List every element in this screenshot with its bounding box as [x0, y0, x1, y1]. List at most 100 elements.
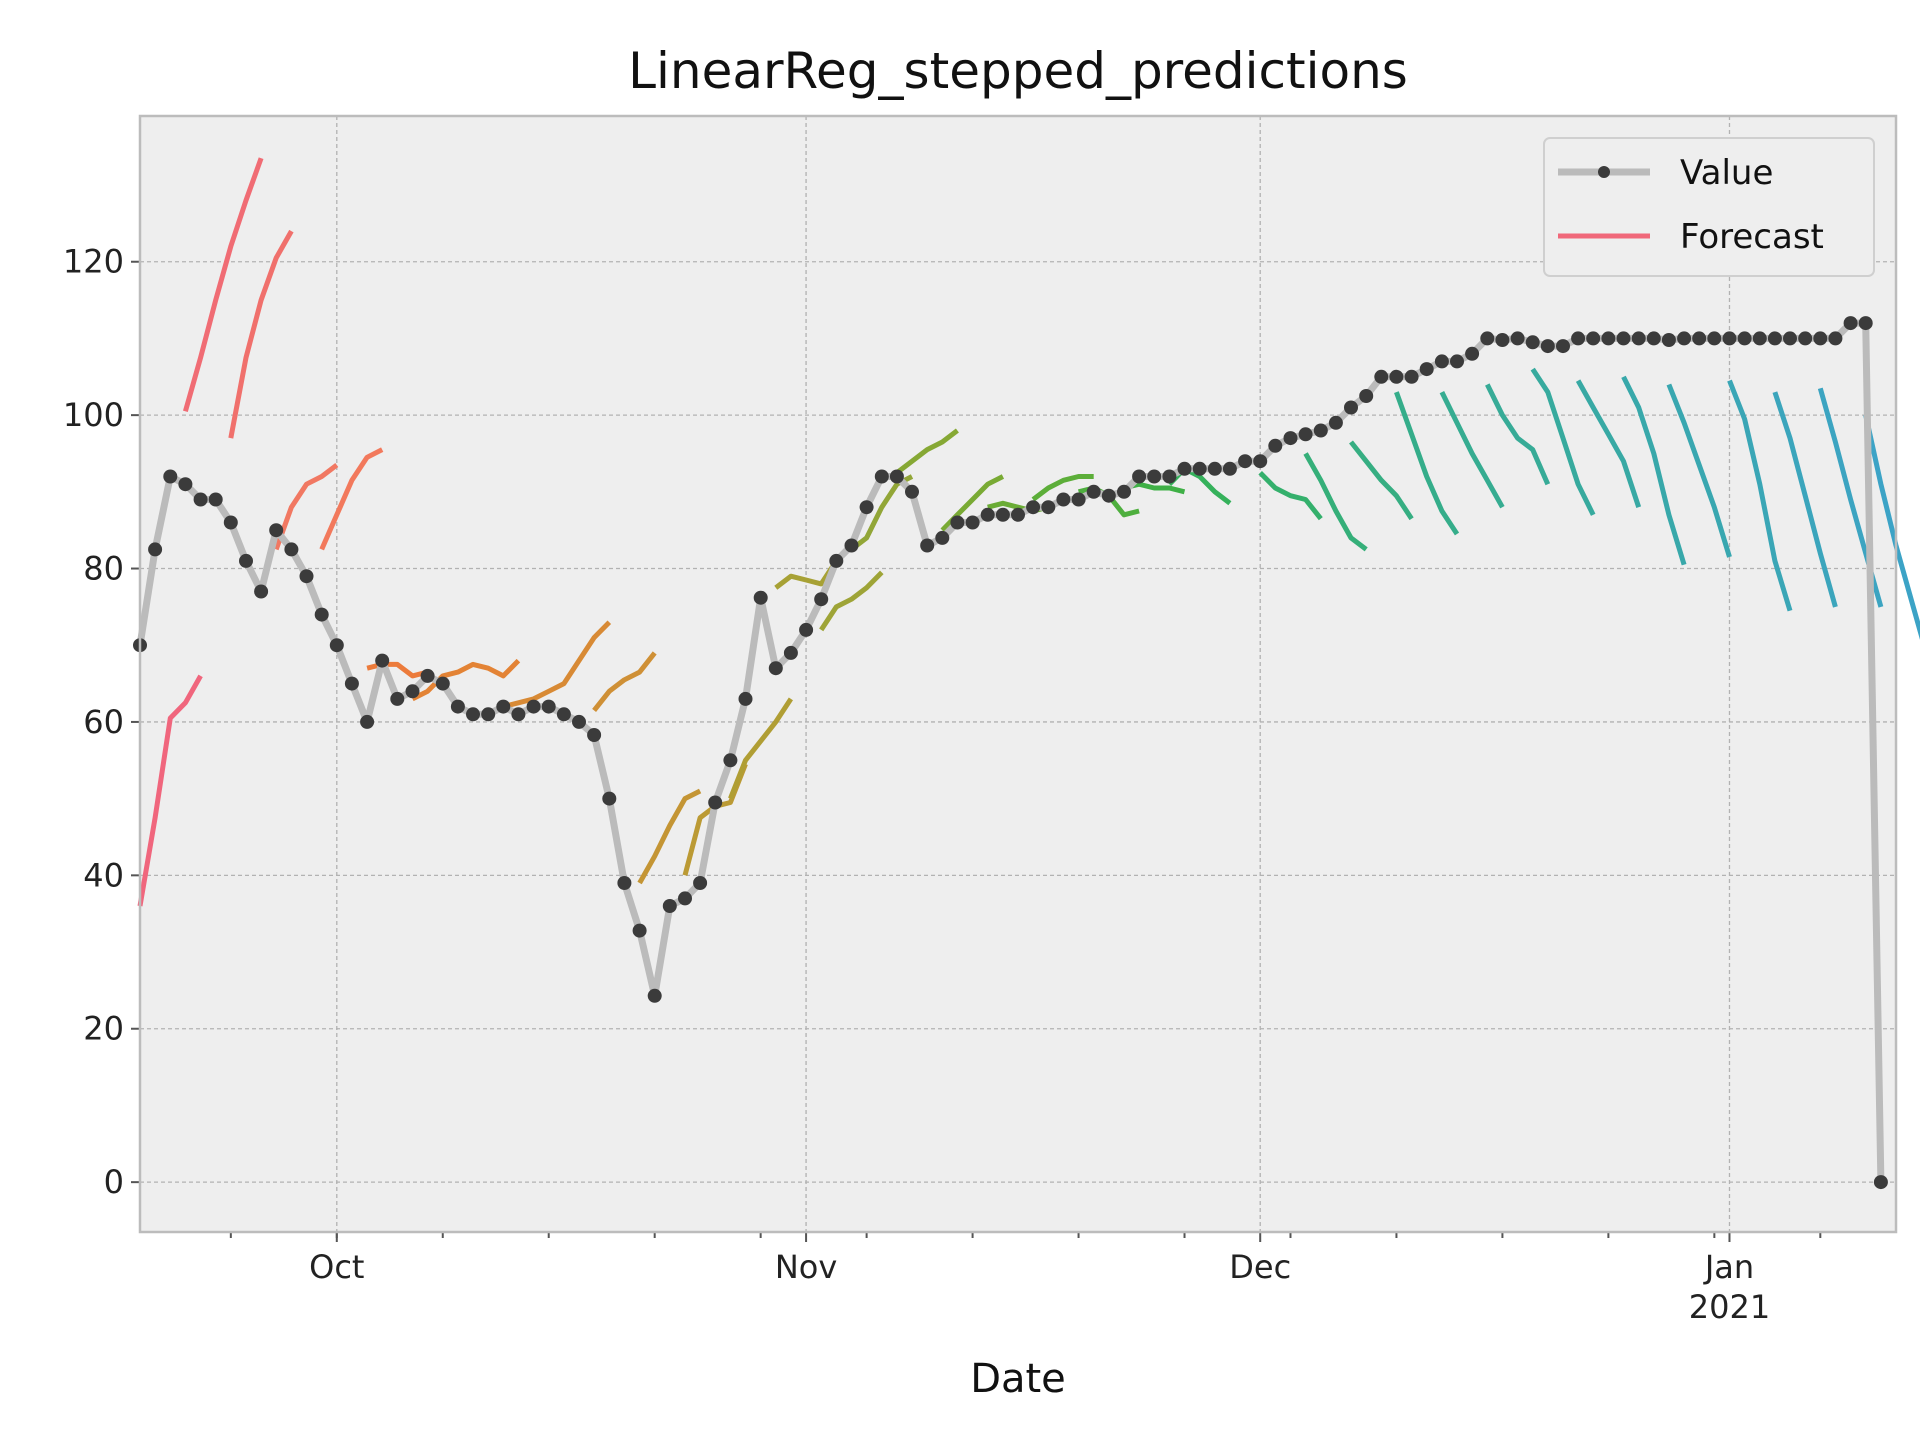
value-point: [239, 553, 253, 568]
value-point: [1828, 331, 1843, 346]
value-point: [1298, 427, 1313, 442]
value-point: [1873, 1175, 1888, 1190]
value-point: [602, 791, 617, 806]
value-point: [1692, 331, 1707, 346]
forecast-line: [895, 428, 959, 475]
value-point: [1101, 488, 1116, 503]
value-point: [572, 714, 586, 729]
value-point: [193, 492, 208, 507]
value-point: [1677, 331, 1692, 346]
value-point: [693, 876, 708, 890]
value-point: [344, 676, 359, 691]
value-point: [481, 707, 496, 722]
value-point: [148, 542, 163, 557]
value-point: [632, 923, 647, 938]
forecast-line: [1621, 375, 1687, 566]
value-point: [1783, 331, 1797, 346]
forecast-line: [819, 570, 884, 632]
x-tick-sublabel: 2021: [1689, 1288, 1770, 1326]
value-point: [1767, 331, 1782, 346]
value-point: [420, 668, 435, 683]
value-point: [1616, 331, 1631, 346]
value-point: [1813, 331, 1828, 346]
forecast-line: [1485, 383, 1551, 486]
value-point: [1737, 331, 1752, 346]
forecast-line: [1258, 470, 1323, 521]
forecast-line: [182, 157, 264, 412]
value-point: [738, 691, 753, 706]
legend: Value Forecast: [1543, 137, 1875, 277]
forecast-line: [592, 651, 657, 712]
value-point: [284, 542, 299, 557]
value-point: [1752, 331, 1767, 346]
y-tick-label: 100: [63, 396, 124, 434]
forecast-line: [637, 788, 702, 885]
value-point: [163, 469, 178, 484]
value-point: [1056, 492, 1071, 507]
value-point: [390, 691, 405, 706]
value-point: [647, 988, 662, 1003]
value-point: [1465, 346, 1480, 361]
value-point: [768, 661, 783, 676]
forecast-line: [137, 674, 203, 907]
value-point: [269, 523, 284, 538]
value-point: [859, 500, 874, 515]
value-point: [799, 622, 814, 637]
value-point: [783, 645, 798, 660]
x-tick-label: Jan: [1703, 1248, 1754, 1286]
forecast-line: [728, 697, 793, 800]
value-point: [1798, 331, 1813, 346]
value-point: [617, 876, 632, 890]
value-point: [541, 699, 556, 714]
forecast-line: [1031, 474, 1094, 502]
y-tick-label: 60: [83, 703, 124, 741]
value-point: [1480, 331, 1495, 346]
value-point: [662, 899, 677, 913]
value-point: [1495, 333, 1510, 347]
forecast-line: [1394, 391, 1460, 536]
value-point: [889, 469, 904, 484]
value-point: [375, 653, 390, 668]
forecast-line: [1530, 367, 1596, 516]
value-point: [1313, 423, 1328, 438]
value-point: [829, 553, 844, 568]
plot-frame: [138, 114, 1898, 1234]
value-point: [329, 638, 344, 653]
x-tick-label: Dec: [1229, 1248, 1291, 1286]
y-tick-label: 80: [83, 550, 124, 588]
value-point: [223, 515, 238, 530]
forecast-line: [502, 620, 612, 710]
forecast-line: [1349, 440, 1414, 521]
value-point: [1434, 354, 1449, 369]
value-point: [435, 676, 450, 691]
value-point: [980, 507, 995, 522]
value-point: [753, 590, 768, 605]
chart-title: LinearReg_stepped_predictions: [628, 42, 1408, 100]
value-point: [1011, 507, 1025, 522]
value-point: [299, 569, 314, 584]
forecast-line: [319, 447, 384, 551]
value-point: [1389, 369, 1404, 384]
value-series: [133, 316, 1888, 1190]
value-point: [1510, 331, 1525, 346]
value-point: [1086, 484, 1101, 499]
value-point: [1419, 362, 1434, 377]
legend-value-label: Value: [1680, 153, 1773, 193]
forecast-line: [366, 661, 429, 679]
x-axis-label: Date: [970, 1356, 1066, 1402]
value-point: [314, 607, 329, 622]
value-point: [526, 699, 541, 714]
value-point: [1661, 333, 1676, 347]
value-point: [254, 584, 269, 599]
forecast-line: [411, 658, 521, 702]
value-point: [1283, 431, 1298, 446]
value-point: [1192, 461, 1207, 476]
value-point: [844, 538, 859, 553]
legend-value-marker: [1598, 166, 1610, 178]
value-point: [1177, 461, 1192, 476]
value-point: [496, 699, 511, 714]
value-point: [1359, 389, 1374, 403]
value-point: [874, 469, 889, 484]
plot-area: [140, 116, 1896, 1232]
value-point: [814, 592, 829, 607]
